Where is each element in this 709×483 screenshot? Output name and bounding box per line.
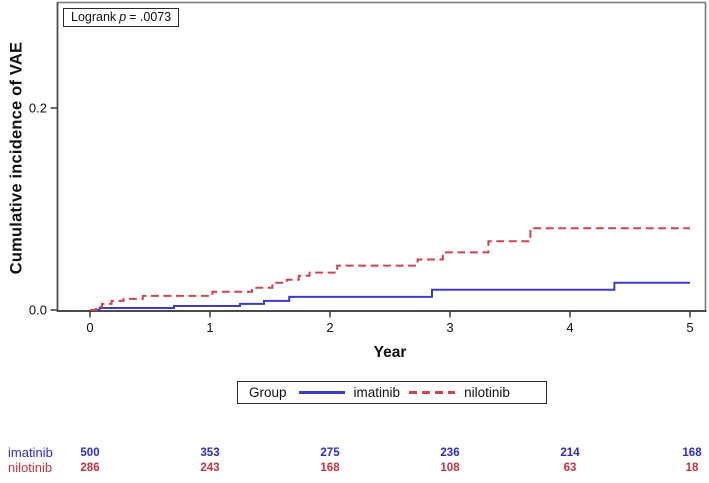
risk-count: 500	[80, 447, 100, 459]
legend-box: Group imatinib nilotinib	[237, 381, 547, 404]
risk-count: 236	[440, 447, 460, 459]
risk-count: 353	[200, 447, 220, 459]
legend-title: Group	[249, 385, 287, 400]
pvalue-p-symbol: p	[119, 10, 127, 24]
y-tick-label: 0.0	[29, 303, 47, 318]
pvalue-value: = .0073	[129, 10, 172, 24]
risk-count: 63	[563, 462, 577, 474]
pvalue-prefix: Logrank	[71, 10, 117, 24]
legend-label-imatinib: imatinib	[353, 385, 401, 400]
plot-frame	[56, 1, 707, 312]
x-tick-label: 3	[446, 320, 453, 335]
risk-count: 168	[320, 462, 340, 474]
risk-row-label-imatinib: imatinib	[8, 445, 53, 460]
legend-label-nilotinib: nilotinib	[464, 385, 510, 400]
x-tick-label: 4	[566, 320, 573, 335]
x-axis-title: Year	[373, 344, 407, 361]
risk-count: 214	[560, 447, 580, 459]
x-tick-label: 2	[326, 320, 333, 335]
imatinib-line-sample-icon	[298, 391, 345, 394]
x-tick-label: 1	[206, 320, 213, 335]
risk-count: 275	[320, 447, 340, 459]
risk-row-label-nilotinib: nilotinib	[8, 460, 53, 475]
imatinib-curve	[90, 281, 690, 311]
risk-count: 286	[80, 462, 100, 474]
logrank-pvalue-box: Logrank p = .0073	[63, 8, 180, 27]
risk-count: 18	[685, 462, 699, 474]
nilotinib-curve	[90, 227, 690, 311]
y-axis-title: Cumulative incidence of VAE	[7, 41, 26, 275]
risk-count: 168	[682, 447, 702, 459]
x-tick-label: 5	[686, 320, 693, 335]
risk-count: 243	[200, 462, 220, 474]
risk-count: 108	[440, 462, 460, 474]
y-tick-label: 0.2	[29, 101, 47, 116]
x-tick-label: 0	[86, 320, 93, 335]
nilotinib-dashed-line-sample-icon	[409, 391, 456, 394]
cumulative-incidence-plot: 0 1 2 3 4 5 0.0 0.2	[29, 1, 707, 335]
